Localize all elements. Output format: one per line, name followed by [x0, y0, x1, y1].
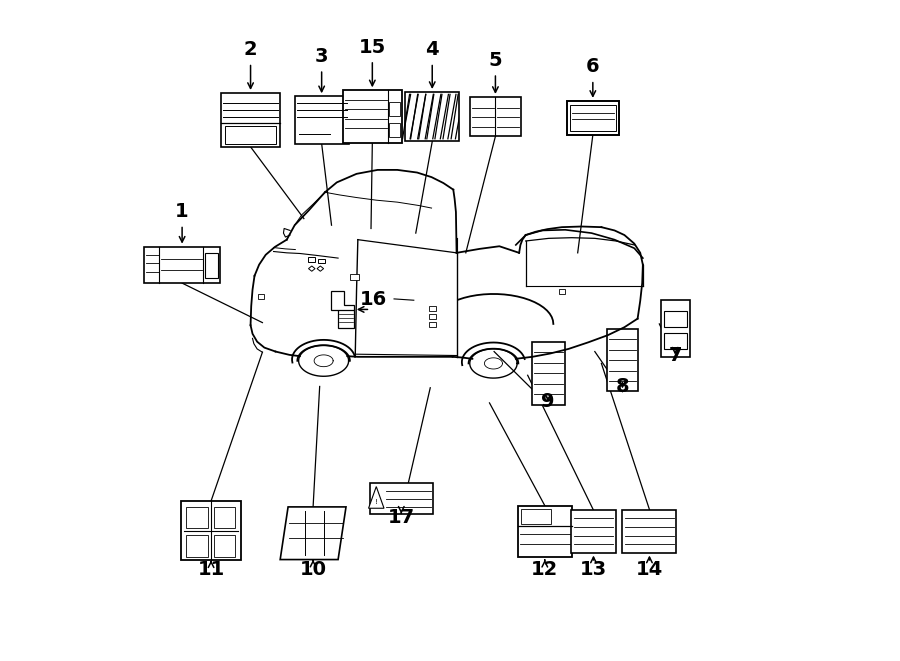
Bar — [309, 257, 315, 262]
Bar — [661, 299, 689, 358]
Polygon shape — [331, 292, 354, 310]
Text: 10: 10 — [300, 561, 327, 579]
Bar — [338, 309, 354, 328]
Bar — [663, 311, 687, 327]
Bar — [572, 510, 616, 553]
Bar — [220, 93, 280, 147]
Polygon shape — [309, 266, 315, 271]
Text: 15: 15 — [359, 38, 386, 57]
Bar — [182, 501, 240, 561]
Bar — [144, 247, 220, 283]
Text: 2: 2 — [244, 40, 257, 59]
Bar — [663, 332, 687, 349]
Bar — [429, 322, 436, 327]
Text: 13: 13 — [580, 561, 608, 579]
Polygon shape — [317, 266, 324, 271]
Bar — [225, 126, 276, 143]
Text: 12: 12 — [531, 561, 558, 579]
Bar — [429, 314, 436, 319]
Bar — [186, 535, 208, 557]
Bar — [623, 510, 677, 553]
Bar — [214, 535, 236, 557]
Bar — [294, 96, 348, 143]
Bar — [389, 123, 400, 137]
Text: 11: 11 — [197, 561, 225, 579]
Text: 17: 17 — [388, 508, 415, 527]
Bar — [518, 506, 572, 557]
Text: 16: 16 — [360, 290, 387, 309]
Bar — [566, 100, 619, 135]
Bar — [559, 289, 565, 293]
Text: 3: 3 — [315, 47, 328, 66]
Bar — [470, 97, 521, 136]
Text: 4: 4 — [426, 40, 439, 59]
Bar — [608, 329, 637, 391]
Bar — [389, 102, 400, 116]
Bar — [257, 294, 265, 299]
Text: 6: 6 — [586, 58, 599, 77]
Bar — [214, 507, 236, 528]
Text: 14: 14 — [635, 561, 663, 579]
Bar — [370, 483, 433, 514]
Text: 7: 7 — [669, 346, 682, 365]
Bar — [186, 507, 208, 528]
Bar — [532, 342, 564, 405]
Text: 5: 5 — [489, 51, 502, 70]
Polygon shape — [280, 507, 346, 560]
Text: 9: 9 — [541, 392, 554, 410]
Bar — [343, 91, 402, 143]
Bar — [319, 258, 325, 263]
Bar — [405, 92, 459, 141]
Bar — [570, 105, 616, 131]
Bar — [521, 509, 551, 524]
Text: !: ! — [374, 498, 378, 504]
Text: 8: 8 — [616, 377, 629, 397]
Bar — [350, 274, 359, 280]
Bar — [429, 306, 436, 311]
Text: 1: 1 — [176, 202, 189, 221]
Bar — [205, 253, 218, 278]
Polygon shape — [368, 486, 384, 508]
